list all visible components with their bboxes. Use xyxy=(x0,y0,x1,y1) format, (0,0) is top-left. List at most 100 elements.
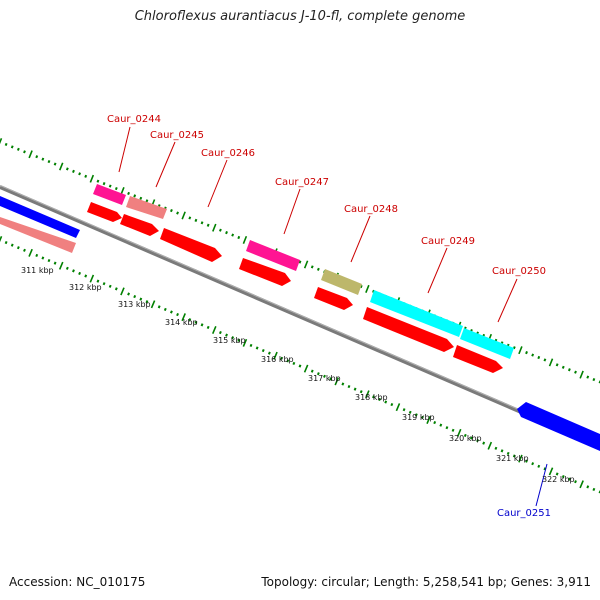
inner-minor-tick xyxy=(16,246,20,250)
inner-major-tick xyxy=(518,454,523,463)
inner-minor-tick xyxy=(500,449,504,453)
gene-label-0251[interactable]: Caur_0251 xyxy=(497,508,551,519)
feature-cyan-0250[interactable] xyxy=(460,328,514,359)
feature-pink-0247[interactable] xyxy=(246,240,300,271)
feature-red-d[interactable] xyxy=(314,287,353,310)
inner-minor-tick xyxy=(108,284,112,288)
inner-minor-tick xyxy=(316,372,320,376)
outer-minor-tick xyxy=(47,160,51,164)
outer-minor-tick xyxy=(108,184,112,188)
outer-minor-tick xyxy=(543,358,547,362)
inner-minor-tick xyxy=(402,408,406,412)
inner-minor-tick xyxy=(139,297,143,301)
outer-minor-tick xyxy=(72,169,75,173)
scale-label-317: 317 kbp xyxy=(308,374,341,383)
inner-minor-tick xyxy=(439,423,443,427)
inner-minor-tick xyxy=(133,294,137,299)
inner-minor-tick xyxy=(176,312,179,317)
outer-minor-tick xyxy=(145,199,149,203)
inner-major-tick xyxy=(426,416,431,424)
inner-tick-ring xyxy=(0,236,600,494)
gene-label-0246[interactable]: Caur_0246 xyxy=(201,148,255,159)
outer-minor-tick xyxy=(200,221,204,225)
inner-minor-tick xyxy=(163,307,167,312)
outer-minor-tick xyxy=(525,351,528,355)
feature-salmon-left[interactable] xyxy=(0,217,76,253)
feature-olive-0248[interactable] xyxy=(321,269,362,295)
inner-major-tick xyxy=(456,428,462,437)
outer-minor-tick xyxy=(537,355,541,360)
inner-minor-tick xyxy=(188,318,192,322)
inner-minor-tick xyxy=(249,343,253,348)
gene-label-0245[interactable]: Caur_0245 xyxy=(150,130,204,141)
gene-label-0248[interactable]: Caur_0248 xyxy=(344,204,398,215)
outer-minor-tick xyxy=(298,260,302,264)
inner-minor-tick xyxy=(574,480,577,484)
outer-minor-tick xyxy=(372,289,375,293)
feature-salmon-0245[interactable] xyxy=(126,196,167,219)
outer-minor-tick xyxy=(555,363,559,367)
feature-red-e[interactable] xyxy=(363,307,454,352)
inner-minor-tick xyxy=(359,390,363,394)
inner-minor-tick xyxy=(286,359,290,363)
outer-major-tick xyxy=(518,346,523,355)
inner-minor-tick xyxy=(35,253,39,258)
inner-minor-tick xyxy=(555,472,559,476)
outer-minor-tick xyxy=(310,265,314,269)
scale-label-314: 314 kbp xyxy=(165,318,198,327)
outer-minor-tick xyxy=(4,142,8,147)
inner-major-tick xyxy=(120,287,125,296)
outer-major-tick xyxy=(28,150,33,159)
scale-label-315: 315 kbp xyxy=(213,336,246,345)
inner-minor-tick xyxy=(384,400,388,404)
inner-minor-tick xyxy=(378,397,382,402)
outer-minor-tick xyxy=(561,365,565,369)
gene-label-0249[interactable]: Caur_0249 xyxy=(421,236,475,247)
genome-backbone xyxy=(0,185,600,448)
scale-label-313: 313 kbp xyxy=(118,300,151,309)
feature-red-0246[interactable] xyxy=(160,228,222,262)
outer-major-tick xyxy=(548,358,554,367)
inner-minor-tick xyxy=(592,487,596,492)
gene-label-0250[interactable]: Caur_0250 xyxy=(492,266,546,277)
outer-minor-tick xyxy=(586,375,590,379)
feature-blue-left[interactable] xyxy=(0,196,80,238)
outer-minor-tick xyxy=(10,145,14,149)
inner-minor-tick xyxy=(47,258,51,263)
feature-red-b[interactable] xyxy=(120,214,159,236)
inner-major-tick xyxy=(548,467,554,476)
outer-major-tick xyxy=(303,260,309,269)
outer-major-tick xyxy=(181,211,186,220)
outer-minor-tick xyxy=(512,346,516,350)
outer-minor-tick xyxy=(41,157,45,161)
scale-label-318: 318 kbp xyxy=(355,393,388,402)
inner-minor-tick xyxy=(586,485,590,489)
feature-red-c[interactable] xyxy=(239,258,291,286)
scale-label-320: 320 kbp xyxy=(449,434,482,443)
inner-minor-tick xyxy=(451,428,455,432)
feature-red-f[interactable] xyxy=(453,345,503,373)
scale-label-316: 316 kbp xyxy=(261,355,294,364)
inner-minor-tick xyxy=(329,377,333,381)
outer-major-tick xyxy=(212,223,217,232)
inner-minor-tick xyxy=(102,282,106,286)
feature-cyan-0249[interactable] xyxy=(370,290,463,337)
inner-minor-tick xyxy=(372,395,375,399)
inner-major-tick xyxy=(211,326,217,334)
outer-minor-tick xyxy=(188,216,192,220)
feature-red-a[interactable] xyxy=(87,202,122,222)
gene-label-0247[interactable]: Caur_0247 xyxy=(275,177,329,188)
outer-minor-tick xyxy=(359,284,363,289)
inner-major-tick xyxy=(579,480,584,489)
inner-minor-tick xyxy=(353,387,357,391)
gene-label-0244[interactable]: Caur_0244 xyxy=(107,114,161,125)
outer-minor-tick xyxy=(194,218,198,222)
inner-minor-tick xyxy=(567,477,571,481)
inner-minor-tick xyxy=(72,269,75,273)
inner-minor-tick xyxy=(145,300,149,304)
feature-pink-0244[interactable] xyxy=(93,184,126,205)
outer-minor-tick xyxy=(139,196,143,200)
inner-minor-tick xyxy=(561,474,565,479)
feature-blue-0251[interactable] xyxy=(517,402,600,451)
